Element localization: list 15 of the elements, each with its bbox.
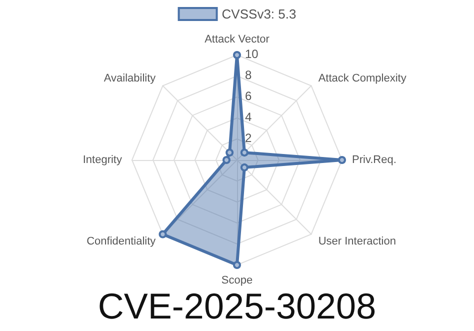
spoke-label: Integrity bbox=[82, 154, 122, 166]
y-tick-label: 2 bbox=[245, 131, 252, 145]
spoke-label: Confidentiality bbox=[86, 235, 156, 248]
spoke-label: Priv.Req. bbox=[352, 154, 396, 166]
spoke-label: Scope bbox=[221, 274, 253, 286]
y-tick-label: 4 bbox=[245, 110, 252, 124]
y-tick-label: 10 bbox=[245, 47, 259, 61]
y-tick-label: 6 bbox=[245, 89, 252, 103]
spoke-label: User Interaction bbox=[318, 235, 396, 248]
spoke-label: Attack Complexity bbox=[318, 72, 407, 85]
legend-label: CVSSv3: 5.3 bbox=[222, 6, 296, 22]
spoke-label: Availability bbox=[104, 72, 156, 85]
y-tick-label: 8 bbox=[245, 68, 252, 82]
spoke-label: Attack Vector bbox=[204, 34, 270, 46]
text: CVE-2025-30208 bbox=[98, 286, 376, 326]
